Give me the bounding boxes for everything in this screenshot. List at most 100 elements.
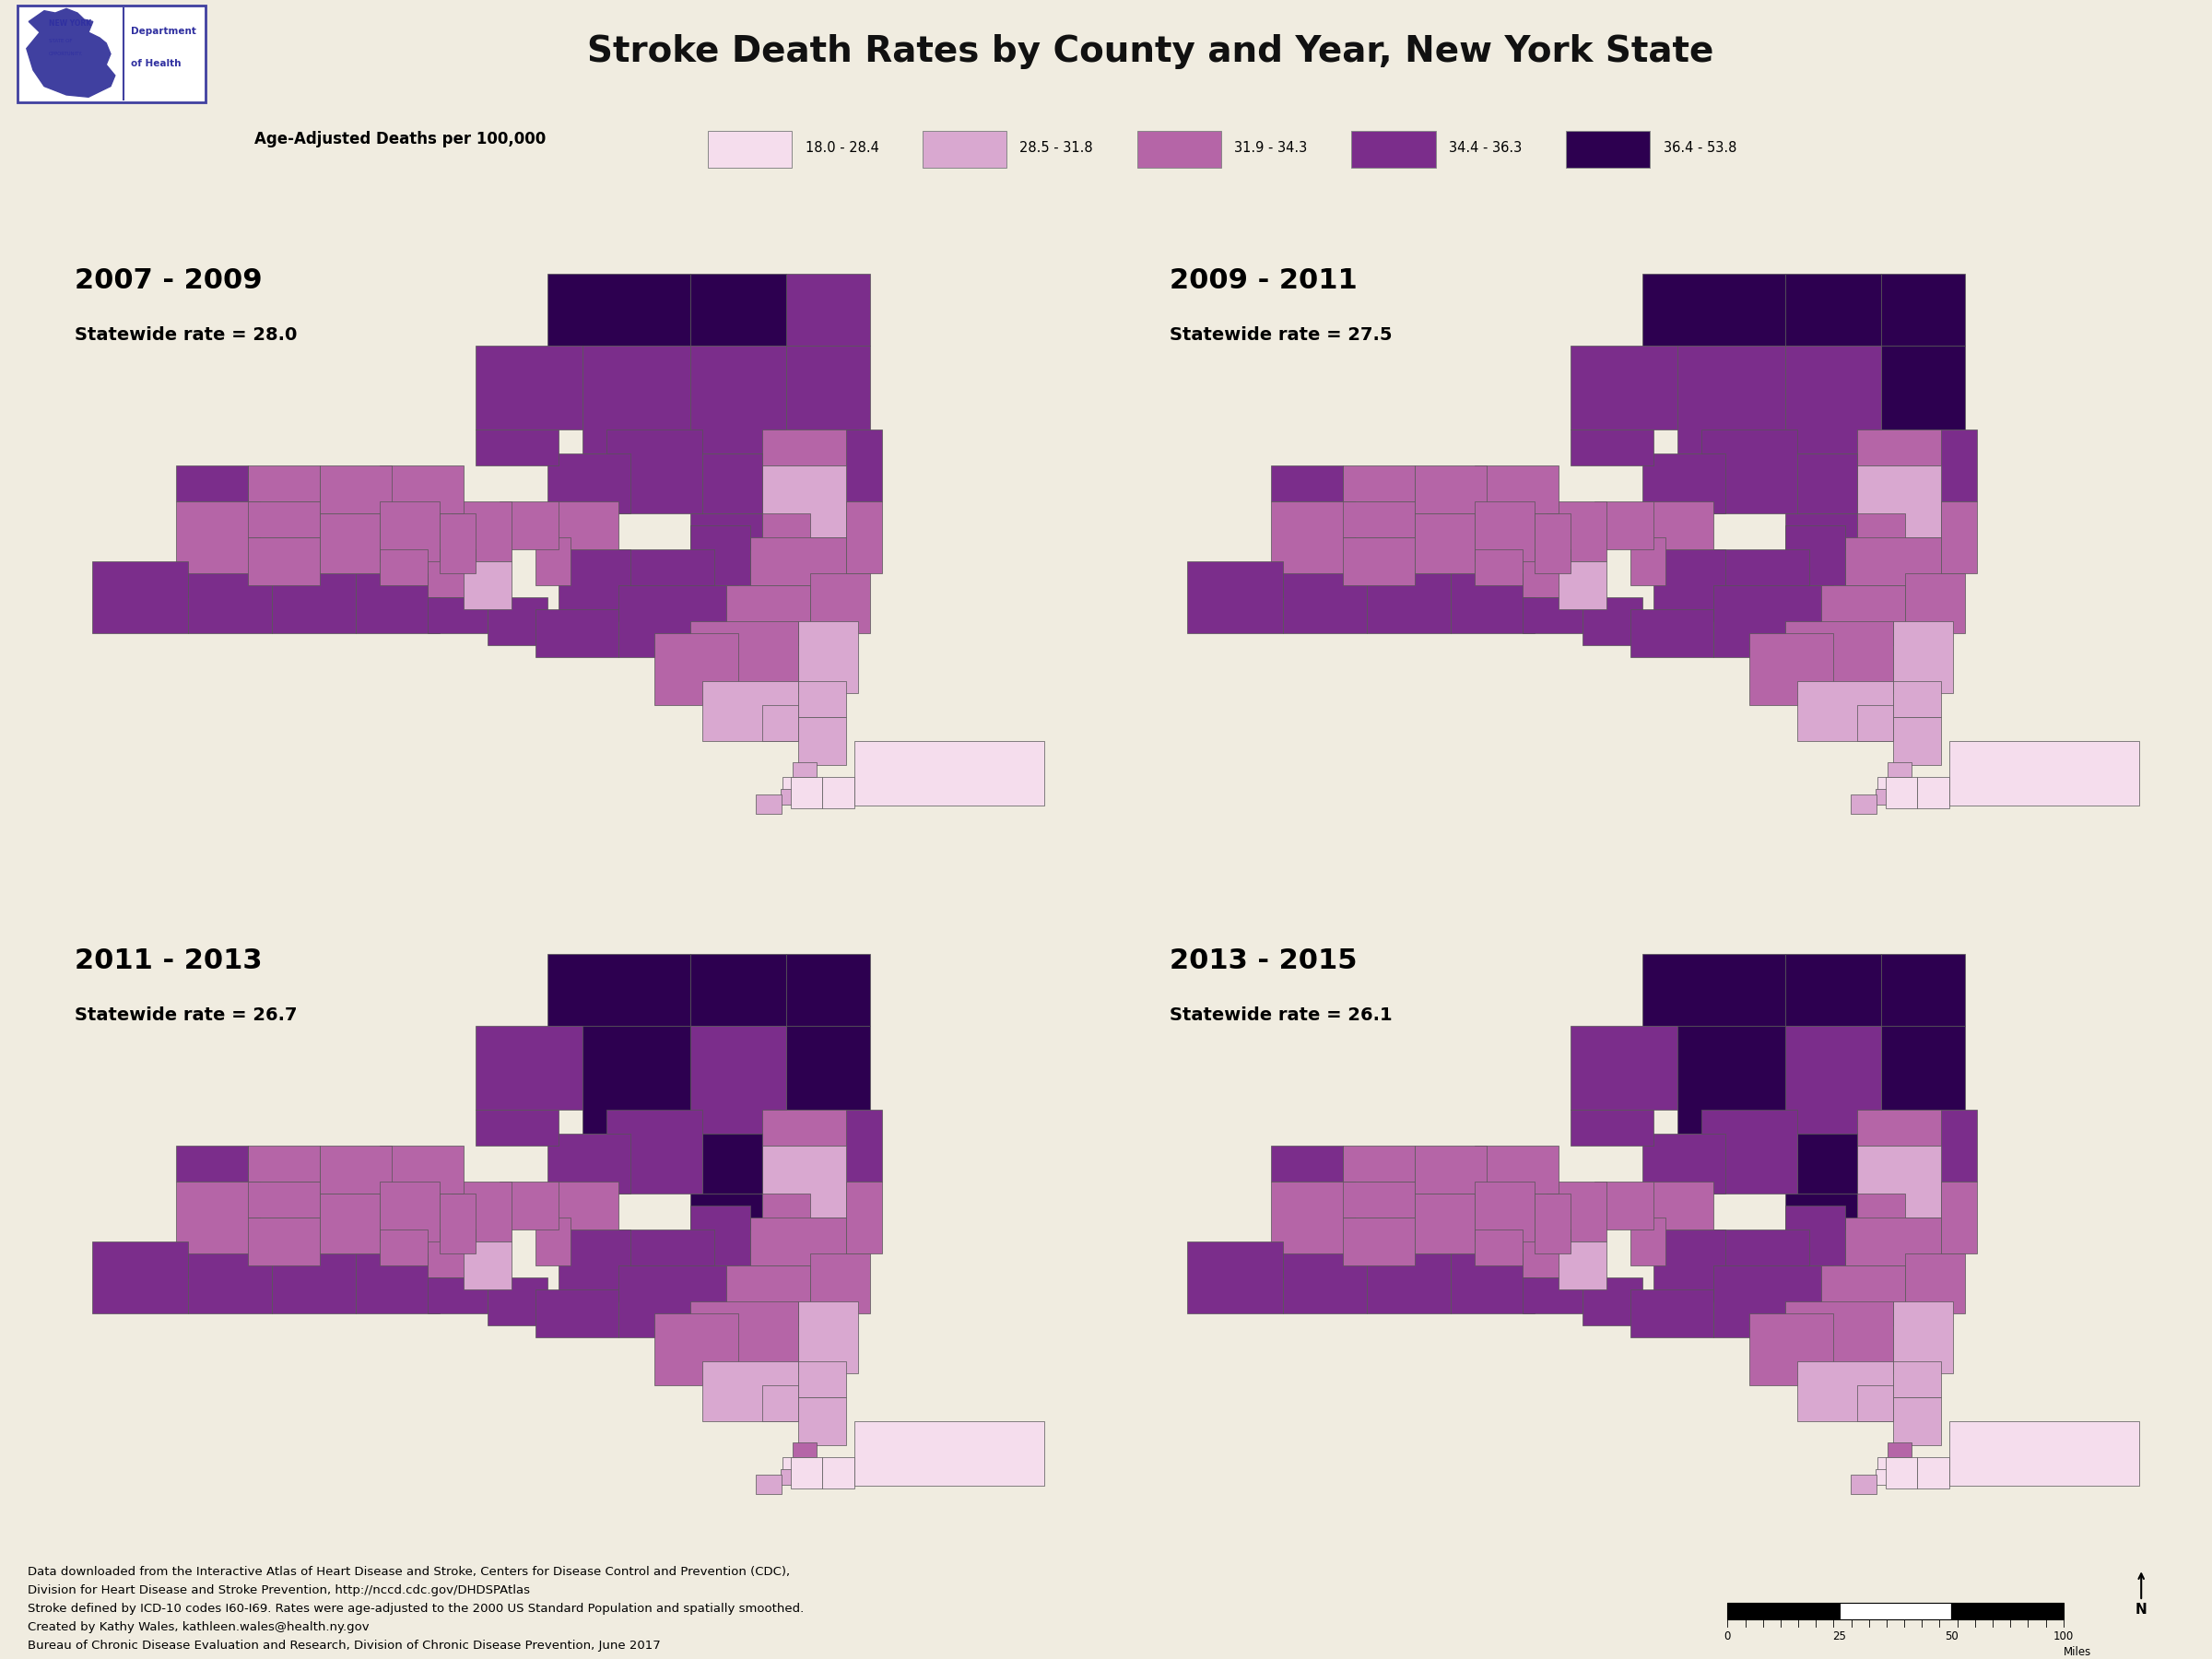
Polygon shape xyxy=(1571,345,1679,430)
Polygon shape xyxy=(380,1146,462,1193)
Polygon shape xyxy=(1343,1218,1413,1266)
Polygon shape xyxy=(1571,1025,1679,1110)
Text: 18.0 - 28.4: 18.0 - 28.4 xyxy=(805,141,878,154)
Polygon shape xyxy=(1343,1181,1413,1218)
Polygon shape xyxy=(655,634,739,705)
Polygon shape xyxy=(1595,1181,1655,1229)
Text: 28.5 - 31.8: 28.5 - 31.8 xyxy=(1020,141,1093,154)
Polygon shape xyxy=(799,620,858,693)
Polygon shape xyxy=(787,954,869,1025)
Polygon shape xyxy=(177,1181,259,1277)
Polygon shape xyxy=(854,1422,1044,1486)
Polygon shape xyxy=(1785,620,1893,693)
Polygon shape xyxy=(380,549,427,586)
Polygon shape xyxy=(799,1360,847,1397)
Polygon shape xyxy=(248,466,319,501)
Bar xyxy=(18,5,206,103)
Polygon shape xyxy=(763,1193,810,1229)
Polygon shape xyxy=(1272,501,1354,597)
Polygon shape xyxy=(1343,466,1413,501)
Polygon shape xyxy=(810,1254,869,1314)
Polygon shape xyxy=(619,1266,739,1337)
Polygon shape xyxy=(754,1475,781,1495)
Polygon shape xyxy=(584,1025,690,1133)
Polygon shape xyxy=(854,742,1044,806)
Text: 2007 - 2009: 2007 - 2009 xyxy=(75,267,263,294)
Polygon shape xyxy=(1882,345,1964,430)
Polygon shape xyxy=(847,501,883,574)
Polygon shape xyxy=(690,954,787,1025)
Polygon shape xyxy=(1701,430,1798,513)
Polygon shape xyxy=(1905,574,1964,634)
Polygon shape xyxy=(427,1229,476,1277)
Polygon shape xyxy=(1858,513,1905,549)
Polygon shape xyxy=(750,538,847,586)
Polygon shape xyxy=(1887,1443,1911,1457)
Polygon shape xyxy=(1283,1254,1367,1314)
Polygon shape xyxy=(248,538,319,586)
Polygon shape xyxy=(1785,1301,1893,1374)
Polygon shape xyxy=(1535,1193,1571,1254)
Polygon shape xyxy=(1522,597,1582,634)
Polygon shape xyxy=(690,1193,763,1229)
Polygon shape xyxy=(1522,1277,1582,1314)
Polygon shape xyxy=(1785,954,1882,1025)
Polygon shape xyxy=(427,597,487,634)
Polygon shape xyxy=(319,513,380,574)
Text: Statewide rate = 27.5: Statewide rate = 27.5 xyxy=(1170,327,1391,343)
Polygon shape xyxy=(1283,574,1367,634)
Polygon shape xyxy=(1641,274,1785,345)
Polygon shape xyxy=(1893,680,1942,717)
Polygon shape xyxy=(462,1241,511,1289)
Polygon shape xyxy=(1798,680,1893,742)
Polygon shape xyxy=(476,345,584,430)
Polygon shape xyxy=(500,501,560,549)
Polygon shape xyxy=(1343,538,1413,586)
Polygon shape xyxy=(655,1314,739,1385)
Polygon shape xyxy=(1714,1266,1834,1337)
Polygon shape xyxy=(1571,1110,1655,1146)
Polygon shape xyxy=(763,705,799,742)
Polygon shape xyxy=(272,1254,356,1314)
Polygon shape xyxy=(1798,453,1858,513)
Polygon shape xyxy=(726,1266,810,1326)
Polygon shape xyxy=(535,538,571,586)
Polygon shape xyxy=(792,776,823,808)
Polygon shape xyxy=(619,586,739,657)
Polygon shape xyxy=(690,1301,799,1374)
Polygon shape xyxy=(1878,1457,1891,1472)
Text: 2013 - 2015: 2013 - 2015 xyxy=(1170,947,1358,974)
Text: Miles: Miles xyxy=(2064,1646,2090,1659)
Polygon shape xyxy=(1858,705,1893,742)
Polygon shape xyxy=(619,549,714,609)
Polygon shape xyxy=(1655,549,1725,620)
Polygon shape xyxy=(1522,549,1571,597)
Polygon shape xyxy=(1641,501,1714,549)
Polygon shape xyxy=(1367,574,1451,634)
Text: Statewide rate = 26.1: Statewide rate = 26.1 xyxy=(1170,1007,1391,1024)
Polygon shape xyxy=(1714,586,1834,657)
Polygon shape xyxy=(535,1218,571,1266)
Text: 36.4 - 53.8: 36.4 - 53.8 xyxy=(1663,141,1736,154)
Text: N: N xyxy=(2135,1603,2148,1616)
Polygon shape xyxy=(1820,586,1905,645)
Polygon shape xyxy=(546,954,690,1025)
Polygon shape xyxy=(451,1181,511,1241)
Polygon shape xyxy=(93,1241,188,1314)
Text: Statewide rate = 28.0: Statewide rate = 28.0 xyxy=(75,327,296,343)
Polygon shape xyxy=(750,1218,847,1266)
Bar xyxy=(1951,1603,2064,1619)
Polygon shape xyxy=(810,574,869,634)
Polygon shape xyxy=(1451,1254,1535,1314)
Polygon shape xyxy=(619,1229,714,1289)
Polygon shape xyxy=(763,1146,847,1218)
Polygon shape xyxy=(703,680,799,742)
Polygon shape xyxy=(799,717,847,765)
Polygon shape xyxy=(1876,1468,1900,1485)
Bar xyxy=(1728,1603,1840,1619)
Polygon shape xyxy=(1475,549,1522,586)
Polygon shape xyxy=(1882,1025,1964,1110)
Polygon shape xyxy=(1949,1422,2139,1486)
Polygon shape xyxy=(188,574,272,634)
Polygon shape xyxy=(440,513,476,574)
